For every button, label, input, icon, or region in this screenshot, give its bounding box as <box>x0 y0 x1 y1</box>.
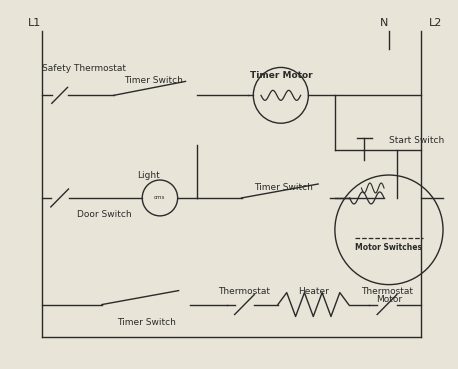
Text: Timer Switch: Timer Switch <box>124 76 182 85</box>
Text: Safety Thermostat: Safety Thermostat <box>42 64 126 73</box>
Text: Timer Switch: Timer Switch <box>254 183 313 193</box>
Text: Thermostat: Thermostat <box>218 287 271 296</box>
Text: Timer Switch: Timer Switch <box>117 318 175 327</box>
Text: L1: L1 <box>27 18 41 28</box>
Text: cms: cms <box>154 196 166 200</box>
Text: N: N <box>380 18 388 28</box>
Text: Heater: Heater <box>298 287 329 296</box>
Text: Motor: Motor <box>376 295 402 304</box>
Text: L2: L2 <box>429 18 442 28</box>
Text: Motor Switches: Motor Switches <box>355 243 422 252</box>
Text: Thermostat: Thermostat <box>361 287 413 296</box>
Text: Start Switch: Start Switch <box>389 136 444 145</box>
Text: Timer Motor: Timer Motor <box>250 71 312 80</box>
Text: Door Switch: Door Switch <box>77 210 132 220</box>
Text: Light: Light <box>137 170 159 180</box>
